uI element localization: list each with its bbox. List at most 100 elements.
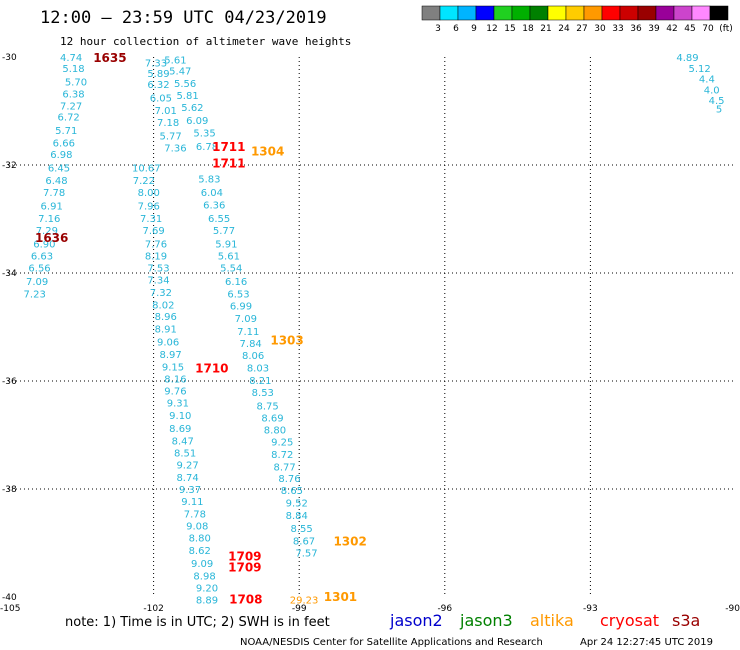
data-point: 6.04 [201,188,223,199]
colorbar-tick: 70 [702,24,714,34]
data-point: 5.61 [164,56,186,67]
data-point: 5.35 [193,129,215,140]
legend-item-altika: altika [530,611,574,630]
data-point: 8.76 [278,474,300,485]
data-point: 4.4 [699,75,715,86]
data-point: 8.97 [159,350,181,361]
data-point: 8.69 [261,414,283,425]
data-point: 7.36 [164,144,186,155]
data-point: 7.16 [38,214,60,225]
data-point: 6.90 [33,239,55,250]
data-point: 5.18 [62,64,84,75]
data-point: 6.56 [28,264,50,275]
data-point: 7.22 [133,176,155,187]
y-tick-label: -30 [2,53,17,63]
data-point: 9.27 [176,461,198,472]
colorbar-tick: 18 [522,24,534,34]
x-tick-label: -93 [583,604,598,614]
data-point: 7.23 [24,290,46,301]
data-point: 8.77 [274,462,296,473]
data-point: 8.16 [164,374,186,385]
x-tick-label: -102 [143,604,163,614]
colorbar-swatch [529,5,549,21]
data-point: 8.75 [257,401,279,412]
colorbar-tick: 33 [612,24,623,34]
data-point: 7.32 [150,288,172,299]
colorbar-swatch [583,5,603,21]
colorbar-tick: (ft) [719,24,733,34]
colorbar-tick: 15 [504,24,515,34]
colorbar-swatch [493,5,513,21]
data-point: 7.31 [140,214,162,225]
data-point: 7.96 [138,202,160,213]
colorbar-tick: 45 [684,24,695,34]
y-tick-label: -32 [2,161,17,171]
data-point: 8.96 [155,312,177,323]
data-point: 9.10 [169,411,191,422]
legend-item-cryosat: cryosat [600,611,659,630]
data-point: 8.47 [172,436,194,447]
data-point: 6.78 [196,142,218,153]
data-point: 5.89 [147,69,169,80]
data-point: 8.84 [286,511,308,522]
data-point: 5 [716,104,722,115]
colorbar-swatch [547,5,567,21]
data-point: 6.38 [62,90,84,101]
data-point: 9.09 [191,559,213,570]
data-point: 8.67 [293,536,315,547]
data-point: 7.53 [147,264,169,275]
data-point: 4.89 [676,53,698,64]
data-point: 8.80 [264,426,286,437]
data-point: 5.83 [198,175,220,186]
data-point: 9.31 [167,399,189,410]
data-point: 4.74 [60,53,82,64]
data-point: 9.25 [271,437,293,448]
x-tick-label: -105 [0,604,20,614]
colorbar-swatch [691,5,711,21]
colorbar-tick: 42 [666,24,677,34]
data-point: 9.76 [164,387,186,398]
footer-timestamp: Apr 24 12:27:45 UTC 2019 [580,637,713,648]
data-point: 6.72 [58,112,80,123]
colorbar-tick: 30 [594,24,606,34]
data-point: 7.09 [235,314,257,325]
data-point: 5.77 [213,226,235,237]
time-label: 1709 [228,550,261,564]
data-point: 7.27 [60,102,82,113]
data-point: 6.66 [53,138,75,149]
time-label: 1302 [333,534,366,548]
data-point: 4.5 [709,96,725,107]
data-point: 6.99 [230,301,252,312]
data-point: 7.34 [147,275,169,286]
colorbar-swatch [511,5,531,21]
data-point: 6.16 [225,277,247,288]
y-tick-label: -36 [2,377,17,387]
y-tick-label: -38 [2,485,17,495]
data-point: 6.55 [208,214,230,225]
data-point: 8.02 [152,300,174,311]
data-point: 5.91 [215,239,237,250]
data-point: 6.09 [186,116,208,127]
colorbar-tick: 39 [648,24,660,34]
data-point: 8.03 [247,364,269,375]
time-label: 1301 [324,590,357,604]
data-point: 8.06 [242,351,264,362]
data-point: 8.65 [281,486,303,497]
legend-item-jason3: jason3 [459,611,513,630]
data-point: 7.33 [145,58,167,69]
data-point: 8.72 [271,450,293,461]
data-point: 6.36 [203,200,225,211]
time-label: 1635 [93,51,126,65]
time-label: 1708 [229,593,262,607]
colorbar-tick: 36 [630,24,642,34]
colorbar-swatch [421,5,441,21]
data-point: 7.69 [142,226,164,237]
chart-title: 12:00 — 23:59 UTC 04/23/2019 [40,8,327,28]
data-point: 29.23 [290,596,319,607]
data-point: 9.37 [179,485,201,496]
data-point: 8.53 [252,388,274,399]
data-point: 8.19 [145,252,167,263]
data-point: 8.51 [174,448,196,459]
data-point: 9.20 [196,583,218,594]
data-point: 5.12 [688,64,710,75]
